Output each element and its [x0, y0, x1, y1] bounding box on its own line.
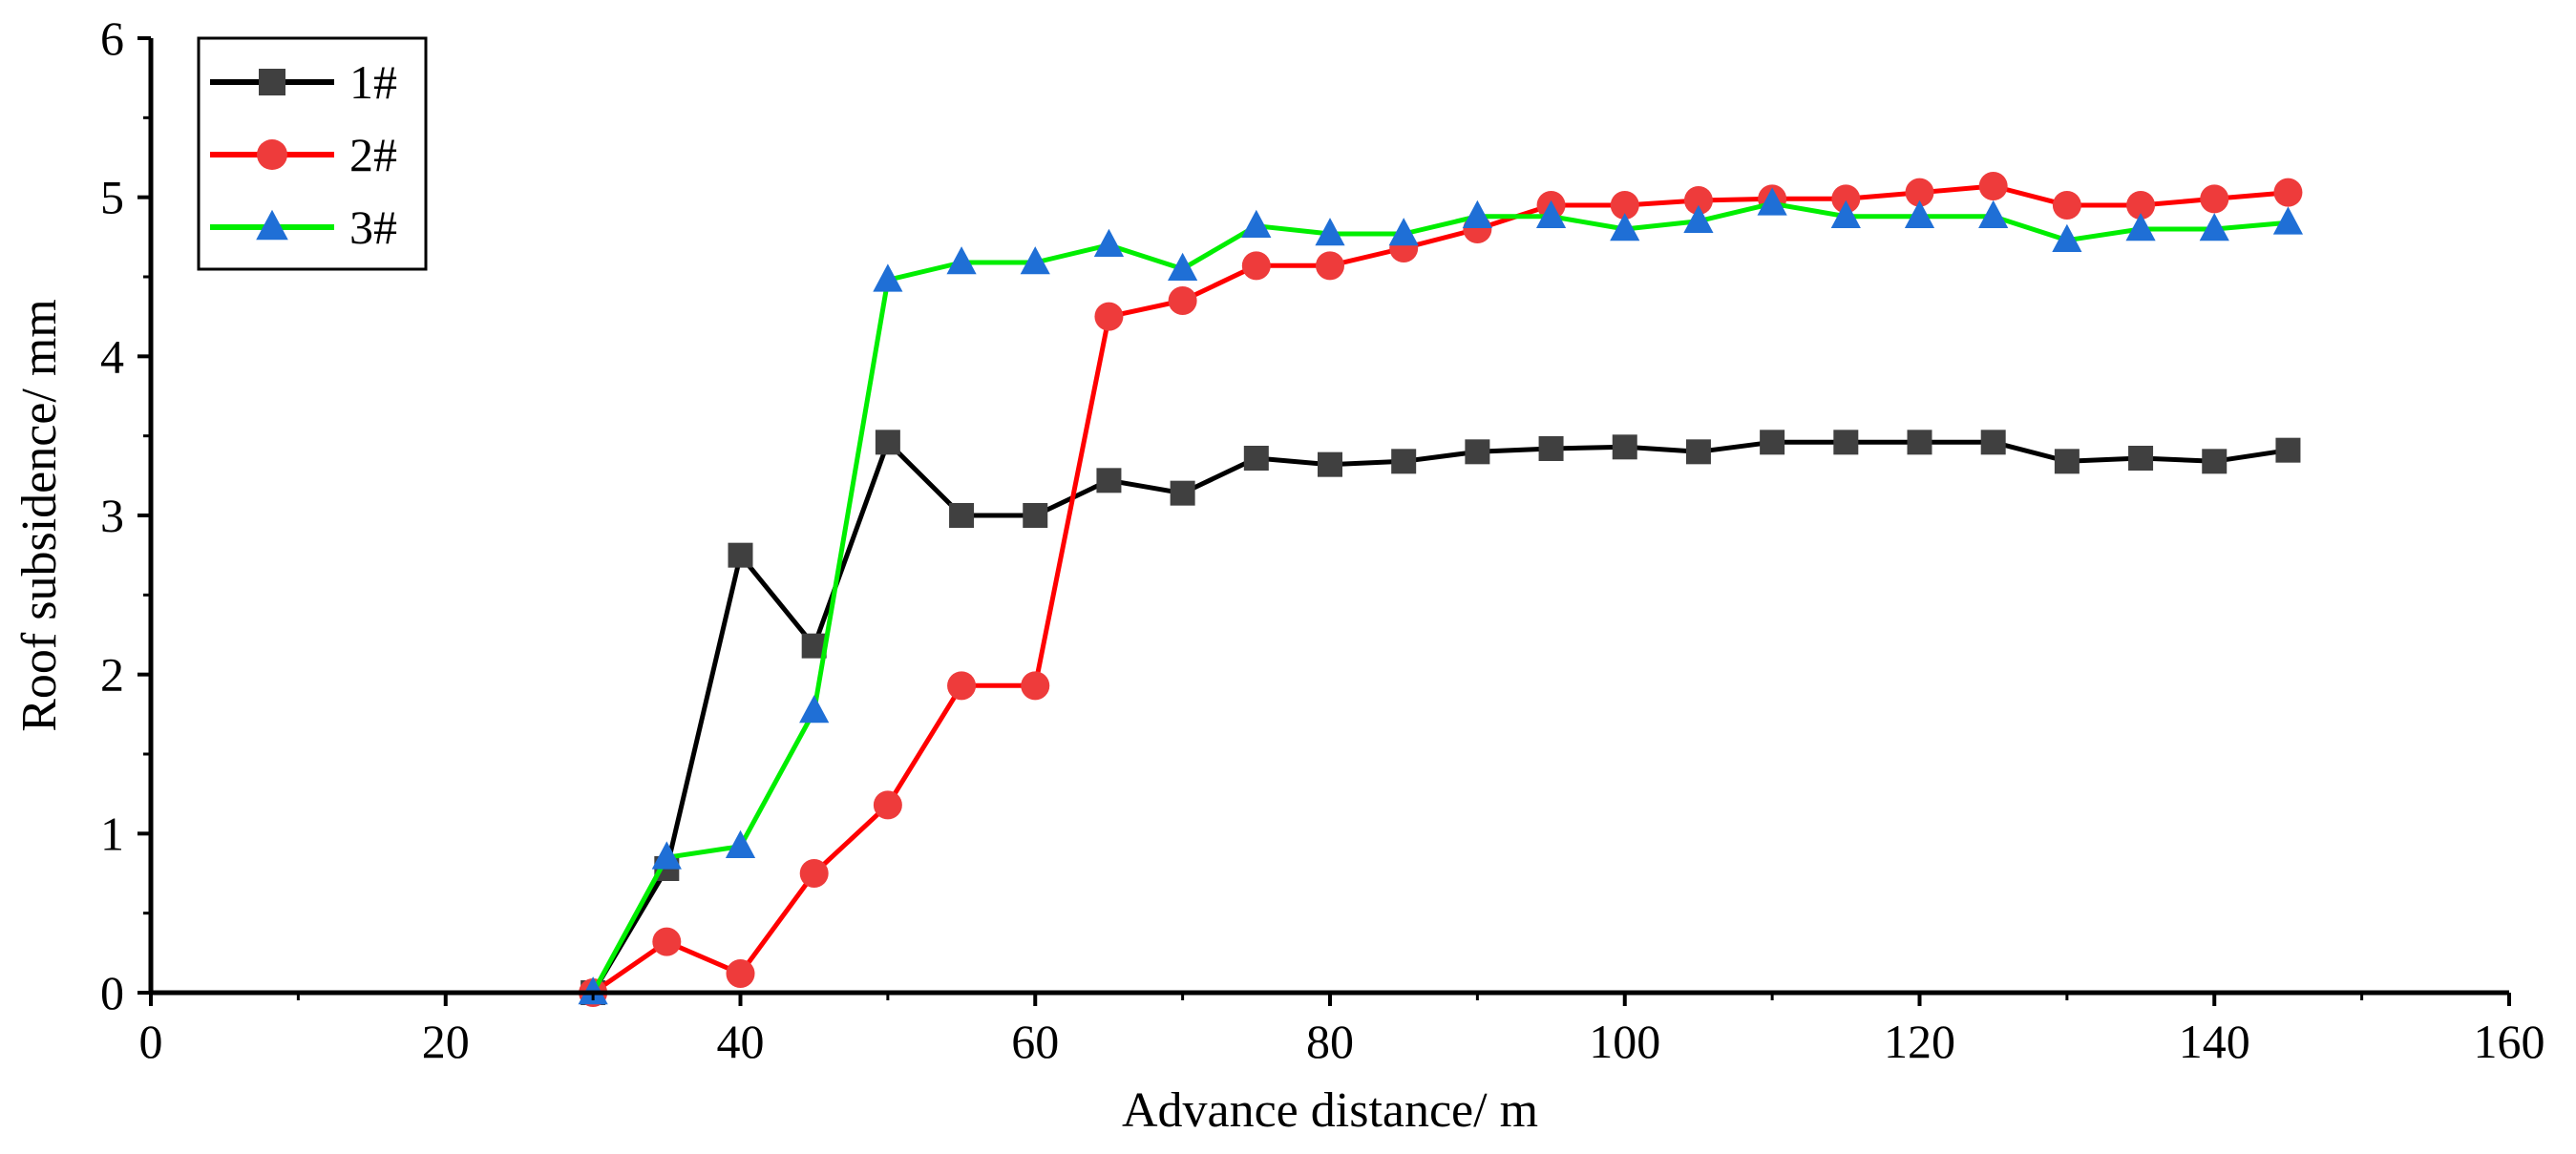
data-point — [726, 959, 755, 988]
data-point — [1535, 199, 1567, 228]
data-point — [1093, 228, 1125, 257]
plot-area — [578, 172, 2304, 1007]
data-point — [947, 671, 977, 701]
data-point — [2199, 213, 2229, 241]
data-point — [1980, 430, 2006, 455]
data-point — [1538, 436, 1564, 461]
legend-label: 1# — [349, 55, 397, 109]
data-point — [1757, 187, 1787, 216]
data-point — [2125, 213, 2156, 241]
x-tick-label: 40 — [717, 1015, 765, 1068]
legend-marker — [259, 69, 285, 95]
x-tick-label: 100 — [1589, 1015, 1660, 1068]
y-tick-label: 5 — [100, 171, 124, 224]
x-tick-label: 60 — [1011, 1015, 1059, 1068]
x-tick-label: 160 — [2474, 1015, 2545, 1068]
data-point — [2052, 223, 2082, 252]
x-axis-title: Advance distance/ m — [1122, 1083, 1538, 1138]
x-tick-label: 140 — [2179, 1015, 2250, 1068]
data-point — [1610, 213, 1640, 241]
x-tick-label: 0 — [139, 1015, 163, 1068]
y-tick-label: 1 — [100, 807, 124, 860]
data-point — [873, 263, 903, 292]
data-point — [1683, 186, 1713, 215]
x-tick-label: 80 — [1306, 1015, 1354, 1068]
data-point — [1243, 446, 1269, 471]
data-point — [1241, 209, 1272, 238]
data-point — [2052, 191, 2081, 220]
data-point — [1685, 439, 1711, 465]
data-point — [1168, 286, 1197, 315]
data-point — [652, 927, 682, 956]
data-point — [1020, 246, 1050, 275]
data-point — [875, 430, 900, 455]
x-tick-label: 120 — [1884, 1015, 1955, 1068]
data-point — [2273, 178, 2303, 207]
axes: 0 20 40 60 80 100 120 140 160 0 1 2 3 4 5 6 — [100, 11, 2545, 1068]
data-point — [2200, 184, 2229, 214]
data-point — [1465, 439, 1490, 465]
data-point — [1612, 434, 1637, 460]
legend-item-2: 2# — [210, 128, 397, 181]
data-point — [1023, 503, 1048, 528]
y-axis-title: Roof subsidence/ mm — [12, 299, 67, 732]
legend-label: 3# — [349, 200, 397, 254]
legend-item-3: 3# — [210, 200, 397, 254]
data-point — [1094, 302, 1124, 331]
data-point — [873, 790, 902, 820]
data-point — [2126, 191, 2156, 220]
data-point — [1610, 191, 1639, 220]
series-1 — [581, 430, 2301, 1005]
data-point — [1978, 172, 2008, 200]
data-point — [2202, 449, 2228, 474]
y-tick-label: 6 — [100, 11, 124, 65]
x-tick-label: 20 — [422, 1015, 470, 1068]
data-point — [1315, 218, 1345, 246]
legend-marker — [257, 139, 287, 170]
data-point — [1096, 468, 1122, 493]
data-point — [1830, 199, 1861, 228]
data-point — [1904, 199, 1935, 228]
data-point — [1683, 204, 1714, 233]
data-point — [725, 829, 756, 858]
y-tick-label: 0 — [100, 966, 124, 1019]
data-point — [1168, 252, 1198, 281]
y-tick-label: 2 — [100, 648, 124, 702]
data-point — [1021, 671, 1050, 701]
data-point — [2275, 437, 2301, 463]
legend-marker — [256, 209, 288, 241]
data-point — [1462, 199, 1492, 228]
data-point — [1316, 251, 1344, 281]
data-point — [1170, 480, 1195, 506]
data-point — [799, 859, 829, 888]
data-point — [1388, 218, 1419, 246]
data-point — [949, 503, 975, 528]
data-point — [1905, 178, 1934, 207]
data-point — [651, 841, 682, 870]
y-tick-label: 3 — [100, 489, 124, 542]
series-line-3 — [590, 200, 2289, 995]
data-point — [1978, 199, 2009, 228]
legend-label: 2# — [349, 128, 397, 181]
data-point — [2054, 449, 2080, 474]
series-3 — [578, 187, 2304, 1005]
data-point — [1241, 251, 1271, 281]
data-point — [2128, 446, 2154, 471]
data-point — [1760, 430, 1785, 455]
data-point — [946, 246, 977, 275]
legend-item-1: 1# — [210, 55, 397, 109]
y-tick-label: 4 — [100, 329, 124, 383]
data-point — [2272, 206, 2304, 235]
data-point — [1907, 430, 1932, 455]
data-point — [1833, 430, 1859, 455]
data-point — [1391, 449, 1417, 474]
data-point — [728, 542, 753, 568]
data-point — [799, 695, 830, 724]
legend: 1# 2# 3# — [197, 36, 428, 271]
data-point — [1318, 451, 1342, 477]
data-point — [1831, 184, 1861, 214]
series-line-2 — [591, 183, 2289, 996]
